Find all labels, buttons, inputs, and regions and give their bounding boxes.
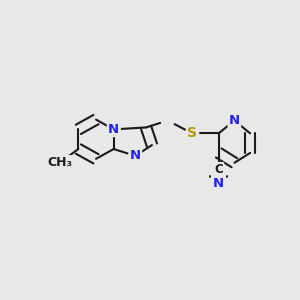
Text: N: N: [108, 123, 119, 136]
Text: CH₃: CH₃: [47, 156, 72, 169]
Text: N: N: [130, 149, 141, 162]
Text: C: C: [214, 163, 223, 176]
Text: N: N: [229, 114, 240, 127]
Text: S: S: [187, 126, 197, 140]
Text: N: N: [213, 177, 224, 190]
